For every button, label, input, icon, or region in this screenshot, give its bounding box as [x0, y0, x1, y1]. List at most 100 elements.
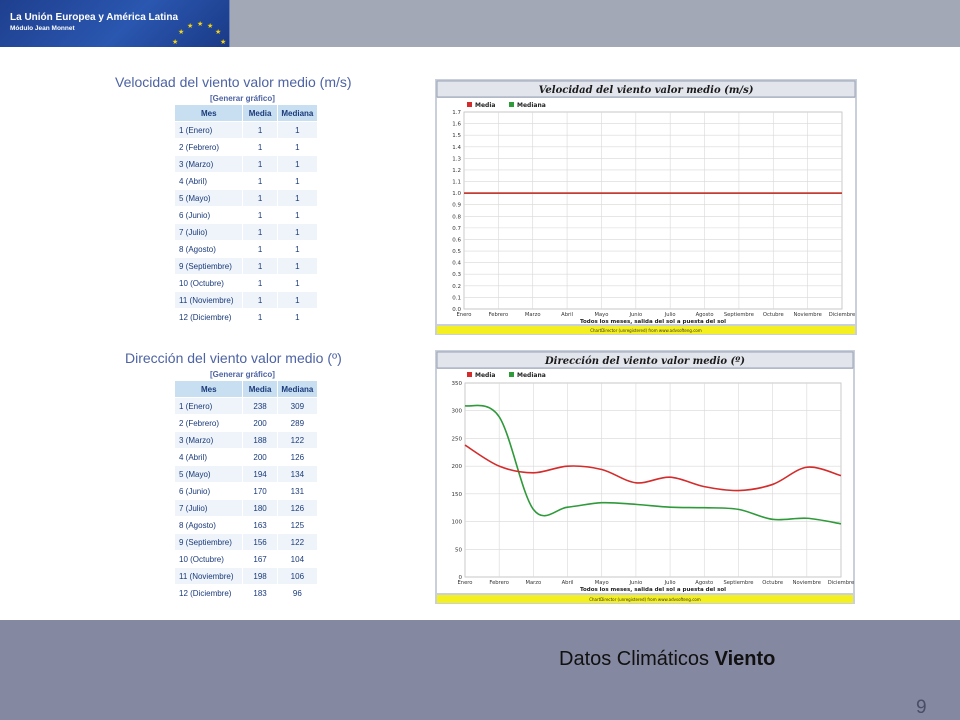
table-row: 11 (Noviembre) 1 1	[173, 291, 319, 309]
x-tick-label: Octubre	[762, 580, 783, 586]
wind-direction-table: Mes Media Mediana 1 (Enero) 238 309 2 (Febr…	[173, 380, 319, 602]
table-cell: 1	[276, 189, 319, 207]
y-tick-label: 0.6	[452, 237, 461, 243]
x-tick-label: Diciembre	[828, 580, 854, 586]
footer-bar	[0, 620, 960, 720]
legend-label: Media	[475, 372, 495, 379]
table-cell: 183	[242, 584, 278, 602]
svg-text:★: ★	[178, 28, 184, 36]
table-cell: 7 (Julio)	[173, 499, 244, 517]
table-header-row: Mes Media Mediana	[173, 380, 319, 398]
y-tick-label: 100	[452, 520, 463, 526]
generate-chart-link[interactable]: [Generar gráfico]	[210, 94, 275, 103]
y-tick-label: 250	[452, 436, 463, 442]
table-cell: 1	[242, 155, 278, 173]
legend-swatch	[509, 372, 514, 377]
table-cell: 3 (Marzo)	[173, 431, 244, 449]
chart-title-bar	[436, 80, 856, 98]
table-cell: 2 (Febrero)	[173, 414, 244, 432]
series-line-mediana	[464, 404, 842, 525]
y-tick-label: 0.3	[452, 272, 461, 278]
y-tick-label: 1.3	[452, 156, 461, 162]
slide-title: Datos Climáticos Viento	[559, 648, 775, 671]
legend-swatch	[467, 102, 472, 107]
table-cell: 1	[276, 206, 319, 224]
table-cell: 6 (Junio)	[173, 482, 244, 500]
table-cell: 2 (Febrero)	[173, 138, 244, 156]
svg-text:★: ★	[215, 28, 221, 36]
table-cell: 200	[242, 448, 278, 466]
eu-stars-icon: ★★★ ★ ★★ ★★ ★	[172, 20, 226, 46]
table-cell: 1	[276, 308, 319, 326]
table-cell: 1	[242, 257, 278, 275]
x-tick-label: Agosto	[696, 312, 714, 318]
table-cell: 6 (Junio)	[173, 206, 244, 224]
table-cell: 1	[276, 172, 319, 190]
table-cell: 238	[242, 397, 278, 415]
table-cell: 200	[242, 414, 278, 432]
x-tick-label: Febrero	[489, 312, 509, 318]
table-row: 6 (Junio) 1 1	[173, 206, 319, 224]
table-row: 12 (Diciembre) 1 1	[173, 308, 319, 326]
table-cell: 180	[242, 499, 278, 517]
table-cell: 1	[276, 155, 319, 173]
logo-title: La Unión Europea y América Latina	[10, 12, 179, 23]
table-row: 4 (Abril) 200 126	[173, 448, 319, 466]
table-title-wind-direction: Dirección del viento valor medio (º)	[125, 350, 342, 366]
y-tick-label: 0.1	[452, 295, 461, 301]
table-cell: 170	[242, 482, 278, 500]
chart-title: Dirección del viento valor medio (º)	[544, 356, 745, 367]
y-tick-label: 200	[452, 464, 463, 470]
wind-speed-table: Mes Media Mediana 1 (Enero) 1 1 2 (Febrero)…	[173, 104, 319, 326]
legend-label: Mediana	[517, 372, 546, 379]
table-cell: 5 (Mayo)	[173, 189, 244, 207]
x-axis-label: Todos los meses, salida del sol a puesta…	[580, 587, 726, 593]
x-tick-label: Enero	[458, 580, 473, 586]
table-cell: 8 (Agosto)	[173, 516, 244, 534]
table-cell: 122	[276, 533, 319, 551]
table-header-row: Mes Media Mediana	[173, 104, 319, 122]
table-cell: 198	[242, 567, 278, 585]
x-tick-label: Noviembre	[793, 580, 821, 586]
table-row: 10 (Octubre) 167 104	[173, 550, 319, 568]
table-cell: 1	[276, 223, 319, 241]
table-cell: 5 (Mayo)	[173, 465, 244, 483]
x-tick-label: Junio	[628, 312, 642, 318]
legend-label: Mediana	[517, 102, 546, 109]
column-header: Mes	[173, 380, 244, 398]
chart-title: Velocidad del viento valor medio (m/s)	[539, 85, 754, 96]
x-tick-label: Mayo	[595, 312, 609, 318]
chart-credit: ChartDirector (unregistered) from www.ad…	[590, 328, 702, 333]
y-tick-label: 0	[459, 575, 463, 581]
table-cell: 1	[242, 308, 278, 326]
table-title-wind-speed: Velocidad del viento valor medio (m/s)	[115, 74, 352, 90]
y-tick-label: 300	[452, 409, 463, 415]
table-cell: 1	[276, 257, 319, 275]
table-cell: 126	[276, 448, 319, 466]
slide-title-emphasis: Viento	[714, 648, 776, 670]
table-cell: 1	[242, 138, 278, 156]
table-cell: 122	[276, 431, 319, 449]
series-line-media	[464, 444, 842, 492]
table-row: 2 (Febrero) 1 1	[173, 138, 319, 156]
table-cell: 1	[242, 172, 278, 190]
table-row: 7 (Julio) 1 1	[173, 223, 319, 241]
x-tick-label: Diciembre	[829, 312, 855, 318]
page-number: 9	[916, 697, 927, 718]
x-tick-label: Octubre	[763, 312, 784, 318]
y-tick-label: 0.4	[452, 261, 461, 267]
table-cell: 125	[276, 516, 319, 534]
table-cell: 1 (Enero)	[173, 397, 244, 415]
generate-chart-link[interactable]: [Generar gráfico]	[210, 370, 275, 379]
x-tick-label: Junio	[629, 580, 643, 586]
table-cell: 1	[276, 121, 319, 139]
table-row: 5 (Mayo) 194 134	[173, 465, 319, 483]
table-row: 3 (Marzo) 1 1	[173, 155, 319, 173]
table-cell: 8 (Agosto)	[173, 240, 244, 258]
legend-label: Media	[475, 102, 495, 109]
table-row: 2 (Febrero) 200 289	[173, 414, 319, 432]
table-cell: 188	[242, 431, 278, 449]
column-header: Media	[242, 380, 278, 398]
x-tick-label: Abril	[561, 312, 573, 318]
header-bar: La Unión Europea y América Latina Módulo…	[0, 0, 960, 47]
